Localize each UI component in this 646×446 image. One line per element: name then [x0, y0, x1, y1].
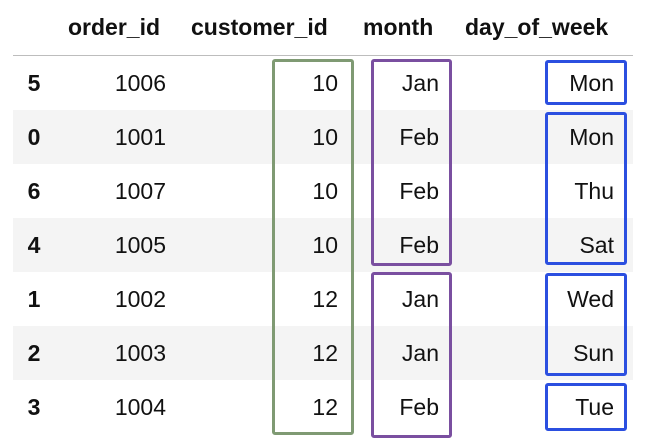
cell-customer-id: 10	[312, 232, 338, 258]
cell-day-of-week: Sat	[579, 232, 614, 258]
cell-month: Feb	[399, 124, 439, 150]
cell-month: Jan	[401, 340, 439, 366]
table-row: 3 1004 12 Feb Tue	[13, 380, 633, 434]
cell-month: Feb	[399, 232, 439, 258]
cell-day-of-week: Thu	[574, 178, 614, 204]
header-day-of-week: day_of_week	[465, 14, 609, 40]
table-row: 2 1003 12 Jan Sun	[13, 326, 633, 380]
cell-day-of-week: Tue	[575, 394, 614, 420]
day-group-highlight	[545, 60, 627, 105]
customer-group-highlight	[272, 59, 354, 435]
table-row: 5 1006 10 Jan Mon	[13, 56, 633, 110]
cell-order-id: 1007	[114, 178, 166, 204]
header-month: month	[363, 14, 434, 40]
cell-month: Feb	[399, 394, 439, 420]
row-index: 1	[27, 286, 41, 312]
month-group-highlight	[371, 272, 452, 438]
month-group-highlight	[371, 59, 452, 266]
header-order-id: order_id	[68, 14, 161, 40]
table-row: 6 1007 10 Feb Thu	[13, 164, 633, 218]
cell-order-id: 1003	[114, 340, 166, 366]
cell-customer-id: 10	[312, 178, 338, 204]
cell-customer-id: 12	[312, 340, 338, 366]
row-index: 4	[27, 232, 41, 258]
cell-order-id: 1005	[114, 232, 166, 258]
cell-day-of-week: Wed	[567, 286, 614, 312]
cell-customer-id: 12	[312, 394, 338, 420]
cell-month: Feb	[399, 178, 439, 204]
cell-order-id: 1001	[114, 124, 166, 150]
table-row: 4 1005 10 Feb Sat	[13, 218, 633, 272]
day-group-highlight	[545, 273, 627, 376]
table-row: 1 1002 12 Jan Wed	[13, 272, 633, 326]
cell-day-of-week: Mon	[569, 70, 614, 96]
cell-month: Jan	[401, 70, 439, 96]
header-divider	[13, 55, 633, 56]
cell-order-id: 1006	[114, 70, 166, 96]
row-index: 0	[27, 124, 41, 150]
day-group-highlight	[545, 383, 627, 431]
cell-customer-id: 12	[312, 286, 338, 312]
table-row: 0 1001 10 Feb Mon	[13, 110, 633, 164]
cell-customer-id: 10	[312, 70, 338, 96]
header-customer-id: customer_id	[191, 14, 328, 40]
cell-order-id: 1002	[114, 286, 166, 312]
day-group-highlight	[545, 112, 627, 265]
cell-order-id: 1004	[114, 394, 166, 420]
row-index: 6	[27, 178, 41, 204]
row-index: 5	[27, 70, 41, 96]
cell-month: Jan	[401, 286, 439, 312]
cell-day-of-week: Mon	[569, 124, 614, 150]
row-index: 3	[27, 394, 41, 420]
cell-customer-id: 10	[312, 124, 338, 150]
cell-day-of-week: Sun	[573, 340, 614, 366]
row-index: 2	[27, 340, 41, 366]
